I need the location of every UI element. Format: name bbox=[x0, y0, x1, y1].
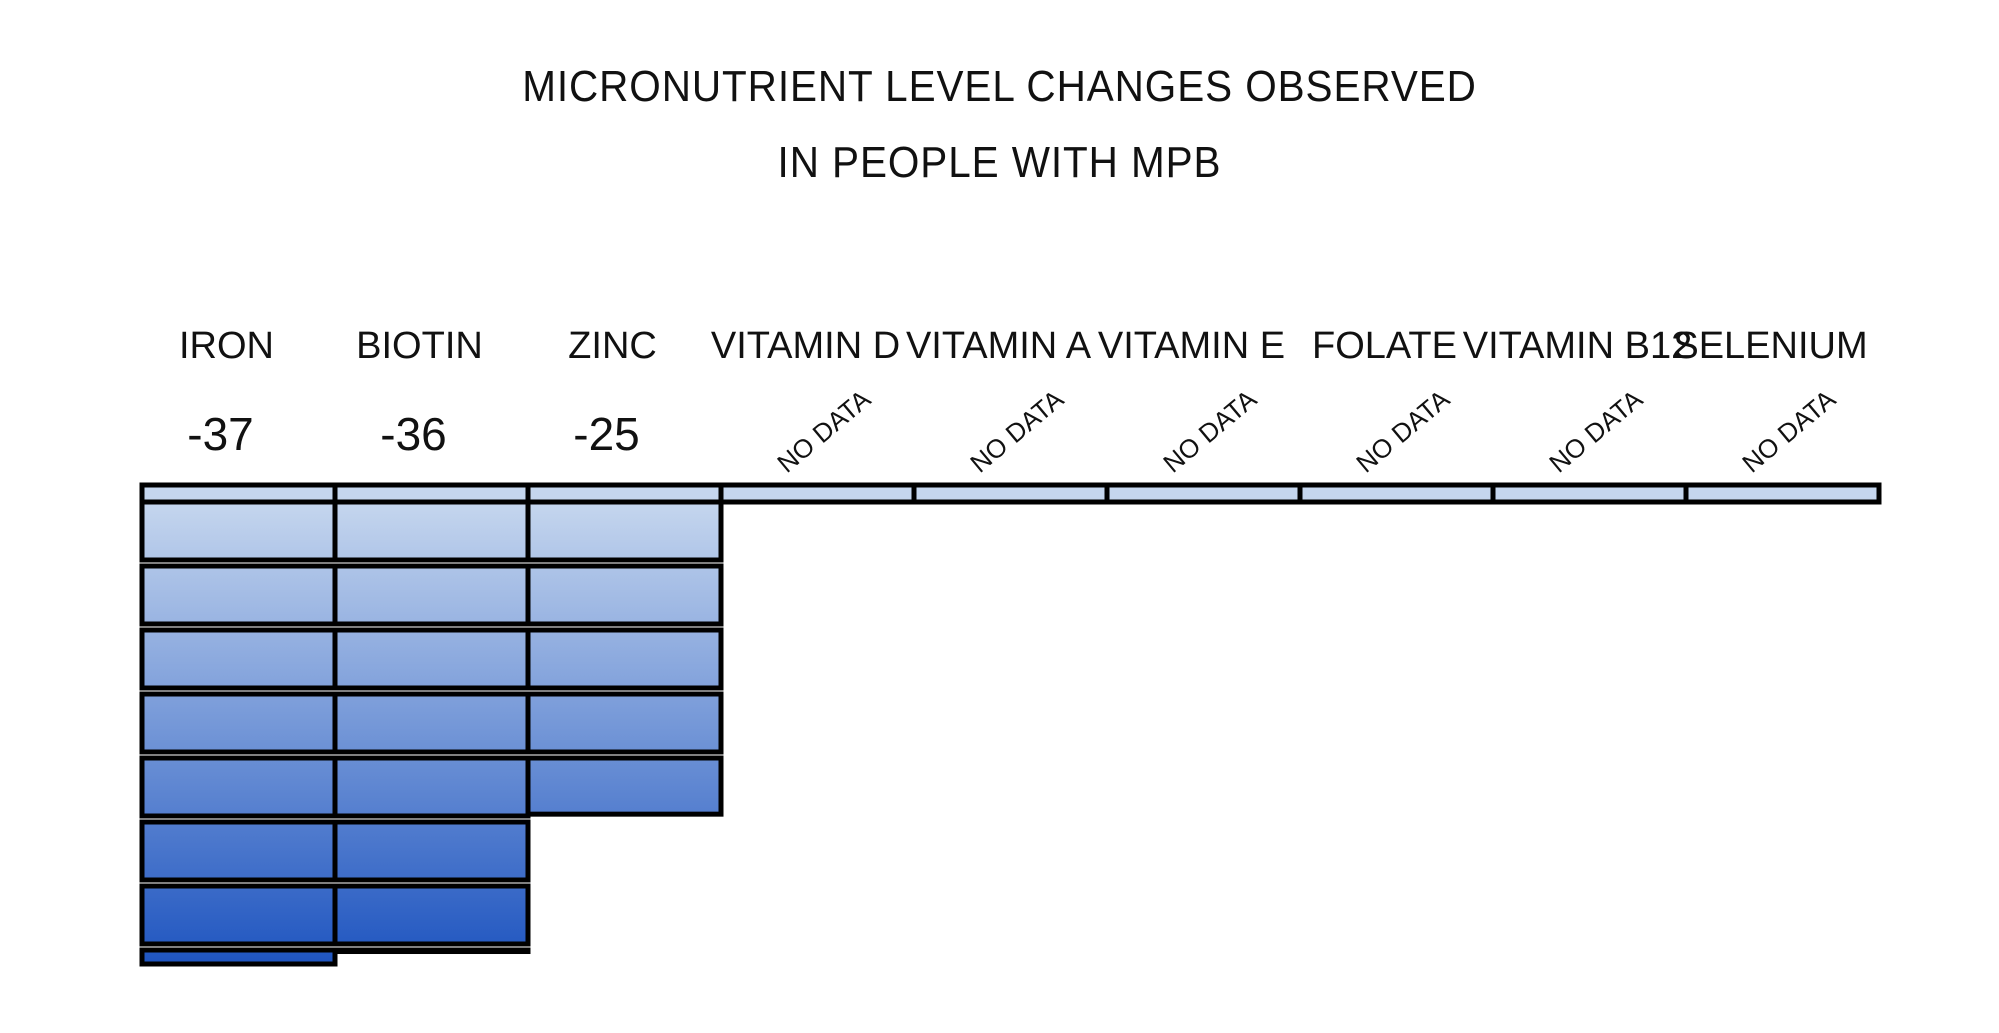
bar-segment-zinc-5 bbox=[525, 755, 724, 817]
bar-segment-iron-3 bbox=[139, 627, 338, 691]
no-data-label-vitamin-e: NO DATA bbox=[1157, 383, 1262, 478]
bar-segment-zinc-1 bbox=[525, 499, 724, 563]
baseline-cap-iron bbox=[139, 482, 338, 505]
bar-segment-iron-1 bbox=[139, 499, 338, 563]
value-label-zinc: -25 bbox=[573, 408, 639, 460]
bar-segment-iron-8 bbox=[139, 947, 338, 967]
bar-segment-biotin-5 bbox=[332, 755, 531, 819]
baseline-cap-vitamin-d bbox=[718, 482, 917, 505]
category-label-vitamin-e: VITAMIN E bbox=[1098, 325, 1285, 367]
baseline-cap-vitamin-a bbox=[911, 482, 1110, 505]
bar-segment-iron-6 bbox=[139, 819, 338, 883]
category-label-vitamin-b12: VITAMIN B12 bbox=[1463, 325, 1692, 367]
category-label-zinc: ZINC bbox=[568, 325, 657, 367]
bar-segment-zinc-2 bbox=[525, 563, 724, 627]
category-label-folate: FOLATE bbox=[1312, 325, 1457, 367]
bar-segment-zinc-4 bbox=[525, 691, 724, 755]
baseline-cap-biotin bbox=[332, 482, 531, 505]
bar-biotin bbox=[332, 499, 531, 955]
category-label-selenium: SELENIUM bbox=[1673, 325, 1867, 367]
bar-zinc bbox=[525, 499, 724, 817]
bar-iron bbox=[139, 499, 338, 967]
bar-segment-biotin-1 bbox=[332, 499, 531, 563]
bar-segment-biotin-3 bbox=[332, 627, 531, 691]
bar-segment-iron-7 bbox=[139, 883, 338, 947]
bar-segment-biotin-2 bbox=[332, 563, 531, 627]
bar-segment-biotin-4 bbox=[332, 691, 531, 755]
baseline-cap-vitamin-b12 bbox=[1490, 482, 1689, 505]
no-data-label-folate: NO DATA bbox=[1350, 383, 1455, 478]
category-label-vitamin-a: VITAMIN A bbox=[906, 325, 1092, 367]
bar-segment-iron-4 bbox=[139, 691, 338, 755]
baseline-cap-zinc bbox=[525, 482, 724, 505]
bar-segment-biotin-7 bbox=[332, 883, 531, 947]
category-label-vitamin-d: VITAMIN D bbox=[711, 325, 900, 367]
baseline-cap-vitamin-e bbox=[1104, 482, 1303, 505]
bar-segment-iron-2 bbox=[139, 563, 338, 627]
category-label-biotin: BIOTIN bbox=[356, 325, 483, 367]
value-label-biotin: -36 bbox=[380, 408, 446, 460]
bar-segment-zinc-3 bbox=[525, 627, 724, 691]
value-label-iron: -37 bbox=[187, 408, 253, 460]
baseline-cap-selenium bbox=[1683, 482, 1882, 505]
chart-title-line-1: MICRONUTRIENT LEVEL CHANGES OBSERVED bbox=[522, 62, 1477, 111]
no-data-label-selenium: NO DATA bbox=[1736, 383, 1841, 478]
bar-segment-iron-5 bbox=[139, 755, 338, 819]
no-data-label-vitamin-a: NO DATA bbox=[964, 383, 1069, 478]
bar-segment-biotin-8 bbox=[332, 947, 531, 955]
chart-title-line-2: IN PEOPLE WITH MPB bbox=[777, 138, 1222, 187]
no-data-label-vitamin-d: NO DATA bbox=[771, 383, 876, 478]
baseline-cap-folate bbox=[1297, 482, 1496, 505]
no-data-label-vitamin-b12: NO DATA bbox=[1543, 383, 1648, 478]
category-label-iron: IRON bbox=[179, 325, 274, 367]
bar-segment-biotin-6 bbox=[332, 819, 531, 883]
